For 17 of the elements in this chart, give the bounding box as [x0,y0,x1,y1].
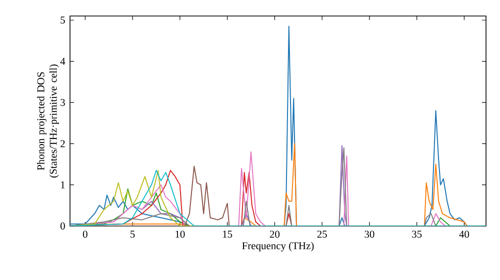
x-tick-label: 0 [82,230,88,238]
y-tick-label: 4 [60,58,66,65]
x-tick-label: 40 [459,230,470,238]
x-tick-label: 30 [364,230,374,238]
y-tick-label: 5 [60,16,65,24]
x-tick-label: 10 [176,230,185,238]
x-tick-label: 5 [130,230,135,238]
y-tick-label: 3 [60,98,65,106]
y-tick-label: 1 [61,181,65,188]
x-tick-label: 15 [223,230,232,238]
y-axis-title: Phonon projected DOS (States/THz·primitive cell) [36,64,59,178]
x-tick-label: 20 [270,230,280,238]
x-tick-label: 25 [317,230,327,238]
y-tick-label: 0 [60,222,65,230]
y-tick-label: 2 [60,140,65,148]
x-tick-label: 35 [412,230,422,238]
x-axis-title: Frequency (THz) [242,242,314,252]
